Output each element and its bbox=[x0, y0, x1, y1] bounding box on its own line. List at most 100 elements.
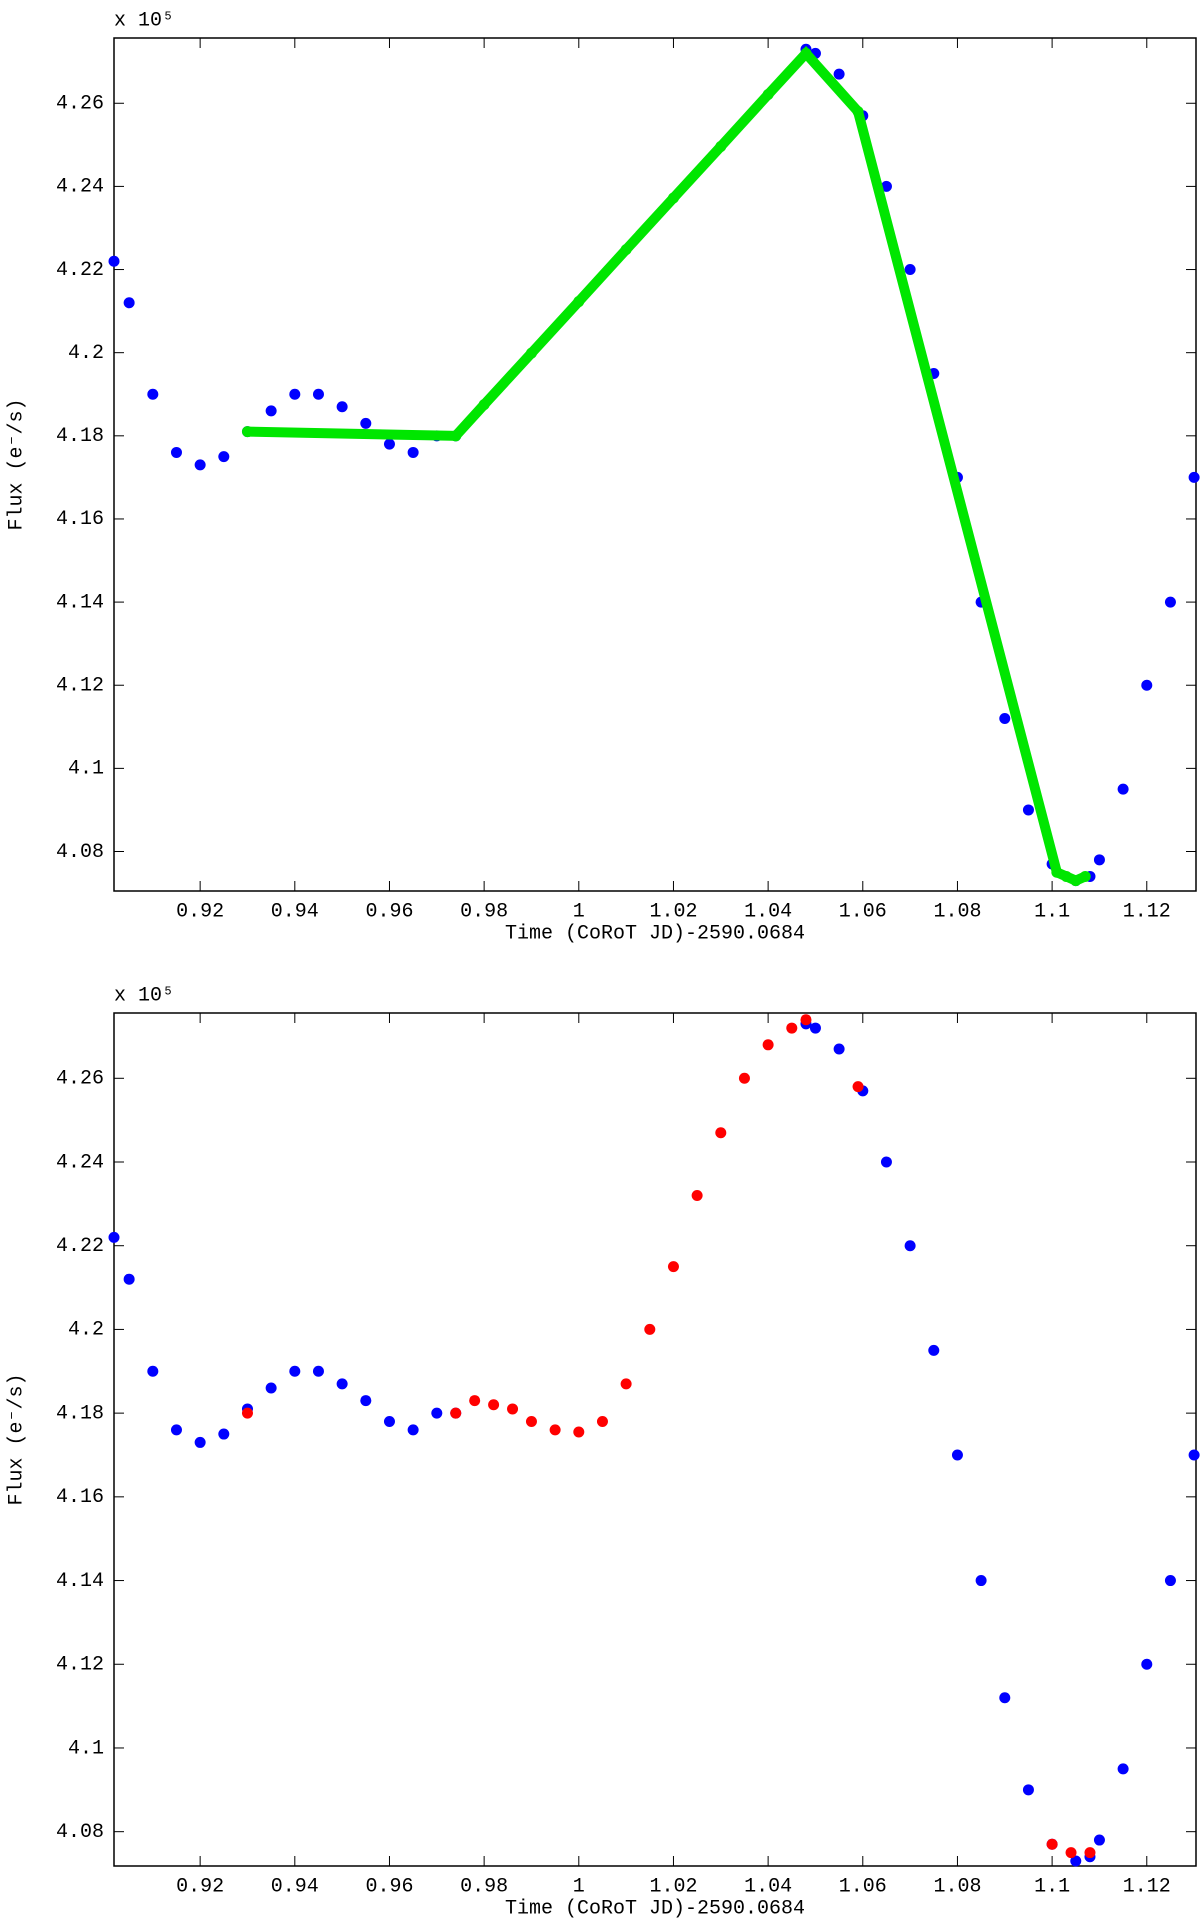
data-point bbox=[336, 1378, 348, 1390]
data-point bbox=[1117, 1763, 1129, 1775]
data-point bbox=[999, 712, 1011, 724]
data-point bbox=[488, 1399, 500, 1411]
y-tick-label: 4.18 bbox=[56, 1402, 104, 1425]
data-point bbox=[1164, 596, 1176, 608]
data-point bbox=[1046, 1838, 1058, 1850]
y-tick-label: 4.1 bbox=[68, 1737, 104, 1760]
data-point bbox=[360, 417, 372, 429]
x-tick-label: 0.98 bbox=[460, 900, 508, 923]
data-point bbox=[620, 1378, 632, 1390]
data-point bbox=[809, 1022, 821, 1034]
data-point bbox=[1022, 804, 1034, 816]
data-point bbox=[1188, 1449, 1200, 1461]
y-tick-label: 4.08 bbox=[56, 841, 104, 864]
data-point bbox=[265, 405, 277, 417]
data-point bbox=[549, 1424, 561, 1436]
y-tick-label: 4.16 bbox=[56, 1486, 104, 1509]
data-point bbox=[507, 1403, 519, 1415]
data-point bbox=[170, 1424, 182, 1436]
x-tick-label: 1.02 bbox=[649, 1875, 697, 1898]
data-point bbox=[123, 297, 135, 309]
x-tick-label: 0.94 bbox=[271, 1875, 319, 1898]
x-tick-label: 1.1 bbox=[1034, 900, 1070, 923]
y-axis-label: Flux (e⁻/s) bbox=[5, 1373, 28, 1505]
data-point bbox=[450, 1407, 462, 1419]
x-axis-label: Time (CoRoT JD)-2590.0684 bbox=[505, 1897, 805, 1920]
y-tick-label: 4.24 bbox=[56, 1151, 104, 1174]
x-tick-label: 1.02 bbox=[649, 900, 697, 923]
data-point bbox=[265, 1382, 277, 1394]
x-tick-label: 1.12 bbox=[1123, 900, 1171, 923]
data-point bbox=[1188, 471, 1200, 483]
data-point bbox=[644, 1323, 656, 1335]
data-point bbox=[194, 1436, 206, 1448]
data-point bbox=[852, 1081, 864, 1093]
data-point bbox=[450, 430, 462, 442]
x-axis-label: Time (CoRoT JD)-2590.0684 bbox=[505, 922, 805, 945]
data-point bbox=[738, 1072, 750, 1084]
x-tick-label: 1.04 bbox=[744, 1875, 792, 1898]
data-point bbox=[218, 1428, 230, 1440]
x-tick-label: 0.96 bbox=[365, 1875, 413, 1898]
data-point bbox=[596, 1416, 608, 1428]
data-point bbox=[336, 401, 348, 413]
data-point bbox=[469, 1395, 481, 1407]
data-point bbox=[786, 1022, 798, 1034]
data-point bbox=[1079, 870, 1091, 882]
y-tick-label: 4.12 bbox=[56, 675, 104, 698]
data-point bbox=[1051, 866, 1063, 878]
data-point bbox=[999, 1692, 1011, 1704]
x-tick-label: 1.06 bbox=[839, 1875, 887, 1898]
data-point bbox=[123, 1273, 135, 1285]
x-tick-label: 1.08 bbox=[933, 900, 981, 923]
data-point bbox=[108, 255, 120, 267]
data-point bbox=[573, 296, 585, 308]
x-tick-label: 1 bbox=[573, 900, 585, 923]
x-tick-label: 0.92 bbox=[176, 900, 224, 923]
data-point bbox=[1070, 875, 1082, 887]
data-point bbox=[383, 438, 395, 450]
y-tick-label: 4.26 bbox=[56, 1068, 104, 1091]
data-point bbox=[852, 106, 864, 118]
data-point bbox=[312, 1365, 324, 1377]
y-tick-label: 4.24 bbox=[56, 176, 104, 199]
data-point bbox=[241, 1407, 253, 1419]
y-axis-label: Flux (e⁻/s) bbox=[5, 398, 28, 530]
y-tick-label: 4.18 bbox=[56, 425, 104, 448]
x-tick-label: 0.98 bbox=[460, 1875, 508, 1898]
data-point bbox=[407, 1424, 419, 1436]
y-multiplier: x 10⁵ bbox=[114, 9, 174, 32]
data-point bbox=[880, 180, 892, 192]
data-point bbox=[691, 1189, 703, 1201]
data-point bbox=[383, 1416, 395, 1428]
data-point bbox=[1117, 783, 1129, 795]
data-point bbox=[715, 1127, 727, 1139]
data-point bbox=[951, 1449, 963, 1461]
y-tick-label: 4.08 bbox=[56, 1821, 104, 1844]
data-point bbox=[525, 347, 537, 359]
y-tick-label: 4.14 bbox=[56, 1570, 104, 1593]
data-point bbox=[1164, 1575, 1176, 1587]
data-point bbox=[800, 1014, 812, 1026]
data-point bbox=[833, 1043, 845, 1055]
data-point bbox=[762, 89, 774, 101]
data-point bbox=[928, 1344, 940, 1356]
x-tick-label: 1.1 bbox=[1034, 1875, 1070, 1898]
plot-area bbox=[113, 1012, 1197, 1867]
y-multiplier: x 10⁵ bbox=[114, 984, 174, 1007]
data-point bbox=[904, 1240, 916, 1252]
data-point bbox=[975, 1575, 987, 1587]
data-point bbox=[1065, 1847, 1077, 1859]
data-point bbox=[880, 1156, 892, 1168]
data-point bbox=[147, 388, 159, 400]
data-point bbox=[1093, 1834, 1105, 1846]
plot-area bbox=[113, 37, 1197, 892]
y-tick-label: 4.22 bbox=[56, 259, 104, 282]
y-tick-label: 4.2 bbox=[68, 1319, 104, 1342]
data-point bbox=[241, 426, 253, 438]
data-point bbox=[289, 1365, 301, 1377]
data-point bbox=[407, 446, 419, 458]
data-point bbox=[762, 1039, 774, 1051]
data-point bbox=[218, 451, 230, 463]
